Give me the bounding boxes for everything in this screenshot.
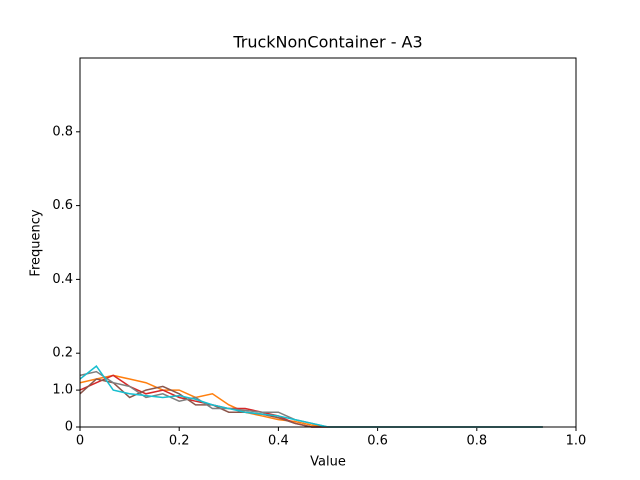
x-tick-label: 0 <box>76 434 84 449</box>
plot-frame <box>79 57 577 428</box>
y-tick-label: 0 <box>65 420 73 435</box>
x-axis-label: Value <box>310 455 346 470</box>
y-tick-label: 1.0 <box>52 383 73 398</box>
y-axis-label: Frequency <box>29 209 44 276</box>
x-tick-label: 1.0 <box>566 434 587 449</box>
y-tick-label: 0.8 <box>52 124 73 139</box>
y-tick-label: 0.2 <box>52 346 73 361</box>
x-tick-label: 0.6 <box>367 434 388 449</box>
x-tick-label: 0.8 <box>466 434 487 449</box>
y-tick-label: 0.4 <box>52 272 73 287</box>
y-tick-label: 0.6 <box>52 198 73 213</box>
x-tick-label: 0.2 <box>169 434 190 449</box>
x-tick-label: 0.4 <box>268 434 289 449</box>
chart-title: TruckNonContainer - A3 <box>232 33 422 52</box>
